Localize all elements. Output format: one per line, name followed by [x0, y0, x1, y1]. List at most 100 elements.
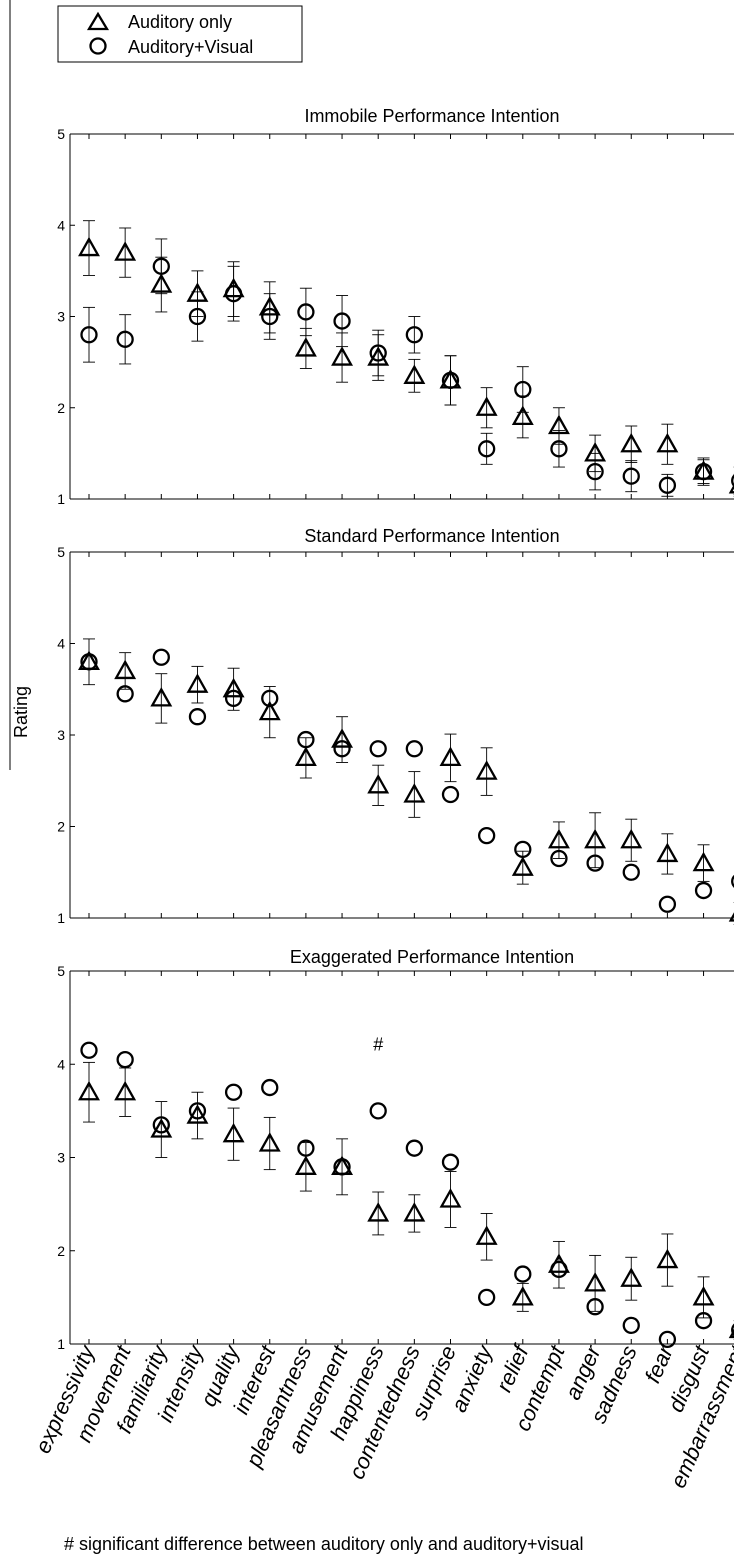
- circle-point: [658, 476, 677, 494]
- legend-item-auditory-visual: Auditory+Visual: [89, 37, 253, 57]
- triangle-point: [692, 1286, 715, 1306]
- triangle-point: [114, 241, 137, 261]
- y-tick-label: 5: [57, 544, 65, 560]
- y-tick-label: 2: [57, 819, 65, 835]
- legend-label-auditory-only: Auditory only: [128, 12, 232, 32]
- triangle-point: [114, 1080, 137, 1101]
- circle-point: [224, 285, 243, 303]
- chart-panels: Immobile Performance Intention12345Stand…: [57, 106, 734, 1352]
- footnote: # significant difference between auditor…: [64, 1534, 584, 1554]
- triangle-point: [656, 842, 679, 863]
- circle-point: [116, 1050, 134, 1069]
- triangle-point: [620, 828, 643, 849]
- circle-point: [441, 1153, 460, 1171]
- y-tick-label: 4: [57, 1056, 65, 1072]
- triangle-point: [367, 1202, 390, 1222]
- circle-point: [441, 785, 460, 804]
- triangle-point: [367, 773, 390, 794]
- circle-point: [477, 827, 496, 845]
- legend: Auditory only Auditory+Visual: [57, 5, 303, 63]
- circle-point: [405, 740, 424, 758]
- legend-box: [57, 5, 303, 63]
- panel-2: Standard Performance Intention 1 2 3 4 5: [57, 526, 734, 926]
- circle-point: [622, 467, 640, 485]
- circle-point: [405, 326, 424, 344]
- circle-point: [152, 1116, 170, 1134]
- series-auditory-only: [78, 220, 734, 497]
- y-axis-label: Rating: [11, 686, 31, 738]
- category-label: fear: [640, 1340, 679, 1386]
- circle-point: [188, 307, 207, 326]
- triangle-point: [222, 1122, 245, 1143]
- circle-point: [297, 303, 315, 321]
- triangle-point: [511, 1286, 534, 1306]
- legend-label-auditory-visual: Auditory+Visual: [128, 37, 253, 57]
- triangle-point: [511, 856, 534, 876]
- triangle-point: [294, 337, 317, 357]
- circle-point: [80, 326, 98, 344]
- circle-point: [514, 840, 532, 859]
- circle-point: [694, 881, 713, 900]
- y-tick-label: 3: [57, 727, 65, 743]
- circle-point: [261, 689, 279, 708]
- circle-point: [369, 1102, 387, 1120]
- significance-marker: #: [373, 1034, 383, 1054]
- triangle-marker-icon: [86, 11, 110, 31]
- triangle-point: [294, 746, 317, 767]
- triangle-point: [656, 432, 679, 453]
- category-labels: expressivitymovementfamiliarityintensity…: [30, 1339, 734, 1491]
- y-tick-label: 4: [57, 636, 65, 652]
- triangle-point: [150, 1118, 173, 1138]
- triangle-point: [294, 1155, 317, 1175]
- triangle-point: [258, 1132, 281, 1152]
- triangle-point: [475, 760, 498, 780]
- legend-item-auditory-only: Auditory only: [86, 11, 232, 32]
- triangle-point: [186, 673, 209, 693]
- triangle-point: [511, 405, 534, 426]
- triangle-point: [584, 828, 607, 849]
- panel-title: Standard Performance Intention: [304, 526, 559, 546]
- triangle-point: [475, 1225, 498, 1245]
- circle-point: [514, 380, 532, 399]
- circle-point: [369, 344, 387, 362]
- circle-point: [694, 1312, 713, 1330]
- series-auditory-visual: [80, 648, 734, 913]
- circle-point: [152, 648, 170, 666]
- circle-point: [80, 653, 98, 671]
- circle-point: [731, 874, 734, 888]
- triangle-point: [258, 700, 281, 721]
- circle-point: [116, 685, 134, 703]
- y-tick-label: 1: [57, 910, 65, 926]
- triangle-point: [439, 1188, 462, 1208]
- circle-point: [694, 462, 713, 481]
- circle-point: [514, 1265, 532, 1283]
- y-tick-label: 3: [57, 1150, 65, 1166]
- y-tick-label: 5: [57, 126, 65, 142]
- panel-title: Exaggerated Performance Intention: [290, 947, 574, 967]
- circle-point: [261, 307, 279, 326]
- circle-point: [80, 1041, 98, 1059]
- circle-marker-icon: [89, 37, 107, 55]
- y-tick-label: 2: [57, 1243, 65, 1259]
- circle-point: [586, 1298, 604, 1316]
- y-tick-label: 2: [57, 400, 65, 416]
- circle-point: [297, 730, 315, 749]
- circle-point: [586, 854, 604, 872]
- circle-point: [152, 257, 170, 275]
- series-auditory-only: [78, 638, 734, 925]
- y-tick-label: 5: [57, 963, 65, 979]
- y-tick-label: 1: [57, 491, 65, 507]
- circle-point: [622, 1316, 640, 1334]
- circle-point: [333, 740, 351, 758]
- circle-point: [369, 740, 387, 758]
- circle-point: [188, 708, 207, 726]
- series-auditory-visual: [80, 238, 734, 497]
- panel-title: Immobile Performance Intention: [304, 106, 559, 126]
- triangle-point: [439, 746, 462, 767]
- circle-point: [297, 1139, 315, 1157]
- triangle-point: [547, 828, 570, 849]
- triangle-point: [150, 687, 173, 707]
- circle-point: [731, 474, 734, 488]
- circle-point: [658, 1330, 677, 1348]
- panel-1: Immobile Performance Intention 1 2 3 4 5: [57, 106, 734, 507]
